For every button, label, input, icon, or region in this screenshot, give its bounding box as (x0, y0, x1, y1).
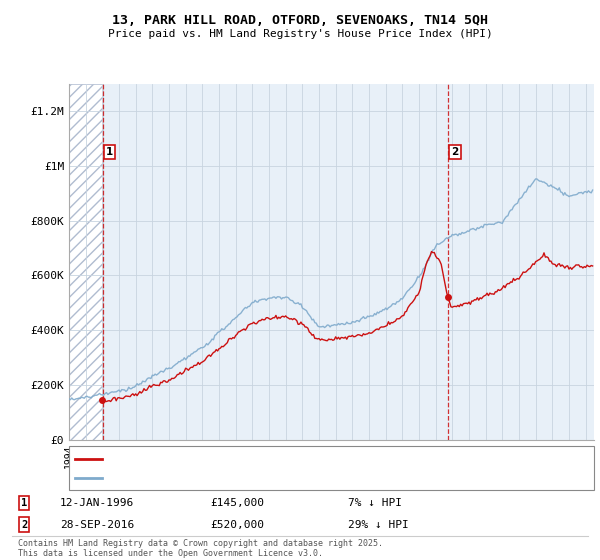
Bar (69, 84, 103, 440)
Text: Price paid vs. HM Land Registry's House Price Index (HPI): Price paid vs. HM Land Registry's House … (107, 29, 493, 39)
Text: 7% ↓ HPI: 7% ↓ HPI (348, 498, 402, 508)
Text: 2: 2 (451, 147, 458, 157)
Text: 13, PARK HILL ROAD, OTFORD, SEVENOAKS, TN14 5QH: 13, PARK HILL ROAD, OTFORD, SEVENOAKS, T… (112, 14, 488, 27)
Text: 2: 2 (21, 520, 27, 530)
Text: 29% ↓ HPI: 29% ↓ HPI (348, 520, 409, 530)
Text: £145,000: £145,000 (210, 498, 264, 508)
Text: £520,000: £520,000 (210, 520, 264, 530)
Text: 1: 1 (106, 147, 113, 157)
Text: 28-SEP-2016: 28-SEP-2016 (60, 520, 134, 530)
Text: HPI: Average price, detached house, Sevenoaks: HPI: Average price, detached house, Seve… (108, 473, 373, 483)
Text: Contains HM Land Registry data © Crown copyright and database right 2025.
This d: Contains HM Land Registry data © Crown c… (18, 539, 383, 558)
Text: 13, PARK HILL ROAD, OTFORD, SEVENOAKS, TN14 5QH (detached house): 13, PARK HILL ROAD, OTFORD, SEVENOAKS, T… (108, 454, 484, 464)
Text: 1: 1 (21, 498, 27, 508)
Text: 12-JAN-1996: 12-JAN-1996 (60, 498, 134, 508)
